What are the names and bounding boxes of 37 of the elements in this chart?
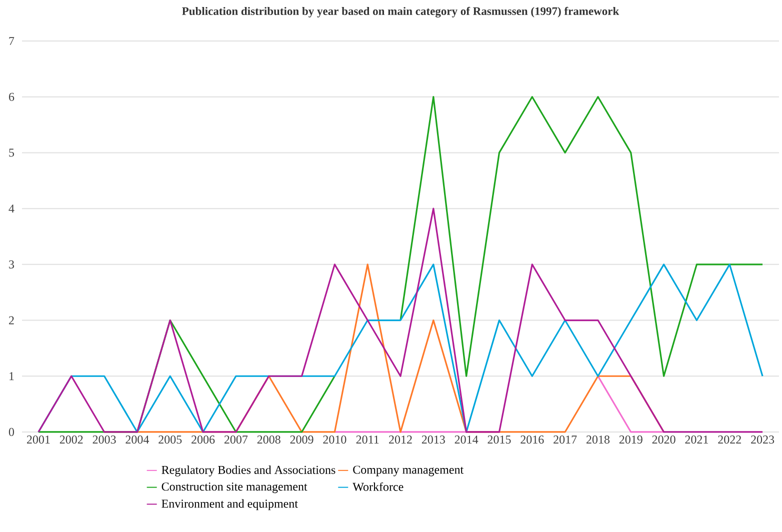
y-tick-label: 5 [9,148,14,157]
x-tick-label: 2014 [454,436,478,444]
x-tick-label: 2003 [92,436,116,444]
x-tick-label: 2013 [422,436,445,444]
legend-label: Construction site management [162,482,308,494]
y-tick-label: 0 [8,428,14,436]
chart-title: Publication distribution by year based on main category of Rasmussen (1997) framework [182,6,620,18]
x-tick-label: 2011 [356,436,379,444]
x-tick-label: 2008 [257,436,280,444]
y-tick-label: 7 [9,37,14,45]
y-tick-label: 2 [9,316,14,324]
x-tick-label: 2020 [652,436,676,444]
x-tick-label: 2018 [586,436,610,444]
x-tick-label: 2019 [619,436,642,444]
x-tick-label: 2007 [224,436,248,444]
x-tick-label: 2002 [60,436,83,444]
legend-label: Environment and equipment [162,499,298,510]
x-tick-label: 2005 [158,436,182,444]
y-tick-label: 6 [8,92,14,101]
x-tick-label: 2017 [554,436,577,444]
legend-label: Company management [353,466,464,476]
x-tick-label: 2006 [192,436,215,444]
x-tick-label: 2012 [389,436,412,444]
x-tick-label: 2021 [685,436,708,444]
legend-label: Workforce [352,482,404,491]
x-tick-label: 2004 [126,436,150,444]
y-tick-label: 1 [10,372,14,380]
x-tick-label: 2016 [520,436,544,444]
x-tick-label: 2001 [27,436,50,444]
x-tick-label: 2015 [488,436,511,444]
x-tick-label: 2009 [290,436,314,444]
x-tick-label: 2023 [751,436,774,444]
y-tick-label: 3 [9,260,14,268]
x-tick-label: 2010 [323,436,346,444]
legend-label: Regulatory Bodies and Associations [162,466,336,476]
x-tick-label: 2022 [718,436,741,444]
y-tick-label: 4 [8,204,14,213]
